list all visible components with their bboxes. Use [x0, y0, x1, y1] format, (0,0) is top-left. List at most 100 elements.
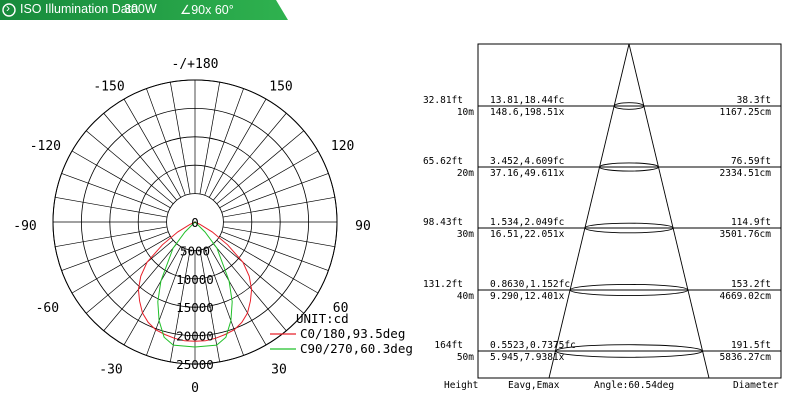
diameter-cm-label: 1167.25cm	[720, 107, 772, 118]
polar-angle-label: -90	[13, 219, 36, 234]
unit-label: UNIT:cd	[296, 311, 349, 326]
diameter-ft-label: 153.2ft	[731, 279, 771, 290]
height-m-label: 30m	[457, 229, 474, 240]
header-bar-shape	[0, 0, 288, 20]
cone-right-edge	[628, 43, 710, 379]
polar-spoke	[212, 112, 287, 201]
polar-spoke	[146, 248, 186, 356]
header-power: 300W	[124, 2, 157, 16]
lux-label: 5.945,7.9381x	[490, 352, 565, 363]
polar-spoke	[208, 246, 267, 346]
polar-ring-label: 5000	[180, 243, 210, 258]
polar-angle-label: 30	[271, 363, 287, 378]
height-m-label: 10m	[457, 107, 474, 118]
polar-spoke	[204, 88, 244, 196]
column-header-eavg-emax: Eavg,Emax	[508, 380, 560, 391]
polar-spoke	[103, 112, 178, 201]
polar-grid	[52, 79, 338, 365]
fc-label: 1.534,2.049fc	[490, 217, 564, 228]
diameter-ft-label: 38.3ft	[737, 95, 771, 106]
polar-angle-label: -/+180	[172, 57, 219, 72]
cone-frame	[477, 43, 782, 379]
polar-spoke	[71, 150, 171, 209]
height-ft-label: 32.81ft	[423, 95, 463, 106]
height-ft-label: 98.43ft	[423, 217, 463, 228]
polar-spoke	[212, 243, 287, 332]
polar-spoke	[199, 249, 221, 362]
height-m-label: 40m	[457, 291, 474, 302]
header-beam-angle: ∠90x 60°	[180, 3, 234, 17]
polar-angle-label: 90	[355, 219, 371, 234]
polar-spoke	[71, 235, 171, 294]
column-header-height: Height	[444, 380, 478, 391]
polar-spoke	[61, 173, 169, 213]
polar-spoke	[216, 130, 305, 205]
height-m-label: 50m	[457, 352, 474, 363]
polar-spoke	[55, 196, 168, 218]
polar-angle-label: 150	[269, 79, 292, 94]
fc-label: 3.452,4.609fc	[490, 156, 564, 167]
polar-spoke	[208, 98, 267, 198]
polar-spoke	[221, 231, 329, 271]
diameter-ft-label: 191.5ft	[731, 340, 771, 351]
polar-spoke	[199, 82, 221, 195]
polar-ring-label: 15000	[176, 300, 214, 315]
beam-angle-label: Angle:60.54deg	[594, 380, 674, 391]
diameter-ft-label: 76.59ft	[731, 156, 771, 167]
polar-spoke	[123, 98, 182, 198]
series-c90-270-line	[157, 221, 233, 348]
logo-chevron-icon: ›	[6, 1, 10, 15]
polar-spoke	[61, 231, 169, 271]
header-title: ISO Illumination Data	[20, 2, 139, 16]
fc-label: 0.8630,1.152fc	[490, 279, 570, 290]
polar-angle-label: -30	[99, 363, 122, 378]
diameter-ft-label: 114.9ft	[731, 217, 771, 228]
polar-angle-label: -60	[36, 301, 59, 316]
fc-label: 0.5523,0.7375fc	[490, 340, 576, 351]
beam-ellipse	[613, 102, 645, 110]
polar-labels: -/+180 -150 150 -120 120 -90 90 -60 60 -30 30 0 0 500…	[13, 57, 371, 396]
polar-spoke	[222, 226, 335, 248]
height-ft-label: 131.2ft	[423, 279, 463, 290]
polar-ring-label: 10000	[176, 272, 214, 287]
polar-spoke	[55, 226, 168, 248]
height-ft-label: 164ft	[434, 340, 463, 351]
polar-spoke	[103, 243, 178, 332]
lux-label: 37.16,49.611x	[490, 168, 565, 179]
polar-series	[137, 221, 253, 348]
polar-angle-label: -150	[93, 79, 124, 94]
beam-ellipse	[599, 162, 659, 172]
legend-label: C0/180,93.5deg	[300, 326, 405, 341]
diameter-cm-label: 5836.27cm	[720, 352, 772, 363]
diameter-cm-label: 2334.51cm	[720, 168, 772, 179]
logo-icon	[2, 3, 16, 17]
cone-left-edge	[548, 43, 630, 379]
column-header-diameter: Diameter	[733, 380, 779, 391]
series-c0-180-line	[137, 221, 253, 342]
polar-spoke	[219, 235, 319, 294]
polar-spoke	[216, 239, 305, 314]
polar-ring-label: 20000	[176, 329, 214, 344]
polar-spoke	[169, 249, 191, 362]
polar-spoke	[85, 239, 174, 314]
lux-label: 148.6,198.51x	[490, 107, 565, 118]
diameter-cm-label: 4669.02cm	[720, 291, 772, 302]
polar-spoke	[204, 248, 244, 356]
height-ft-label: 65.62ft	[423, 156, 463, 167]
lux-label: 9.290,12.401x	[490, 291, 565, 302]
polar-angle-label: -120	[30, 139, 61, 154]
header-banner: › ISO Illumination Data 300W ∠90x 60°	[0, 0, 290, 20]
polar-angle-label: 120	[331, 139, 354, 154]
polar-angle-label: 0	[191, 381, 199, 396]
polar-ring-label: 25000	[176, 357, 214, 372]
polar-spoke	[169, 82, 191, 195]
polar-angle-label: 60	[333, 301, 349, 316]
polar-spoke	[85, 130, 174, 205]
diameter-cm-label: 3501.76cm	[720, 229, 772, 240]
polar-spoke	[146, 88, 186, 196]
beam-ellipse	[584, 222, 674, 234]
